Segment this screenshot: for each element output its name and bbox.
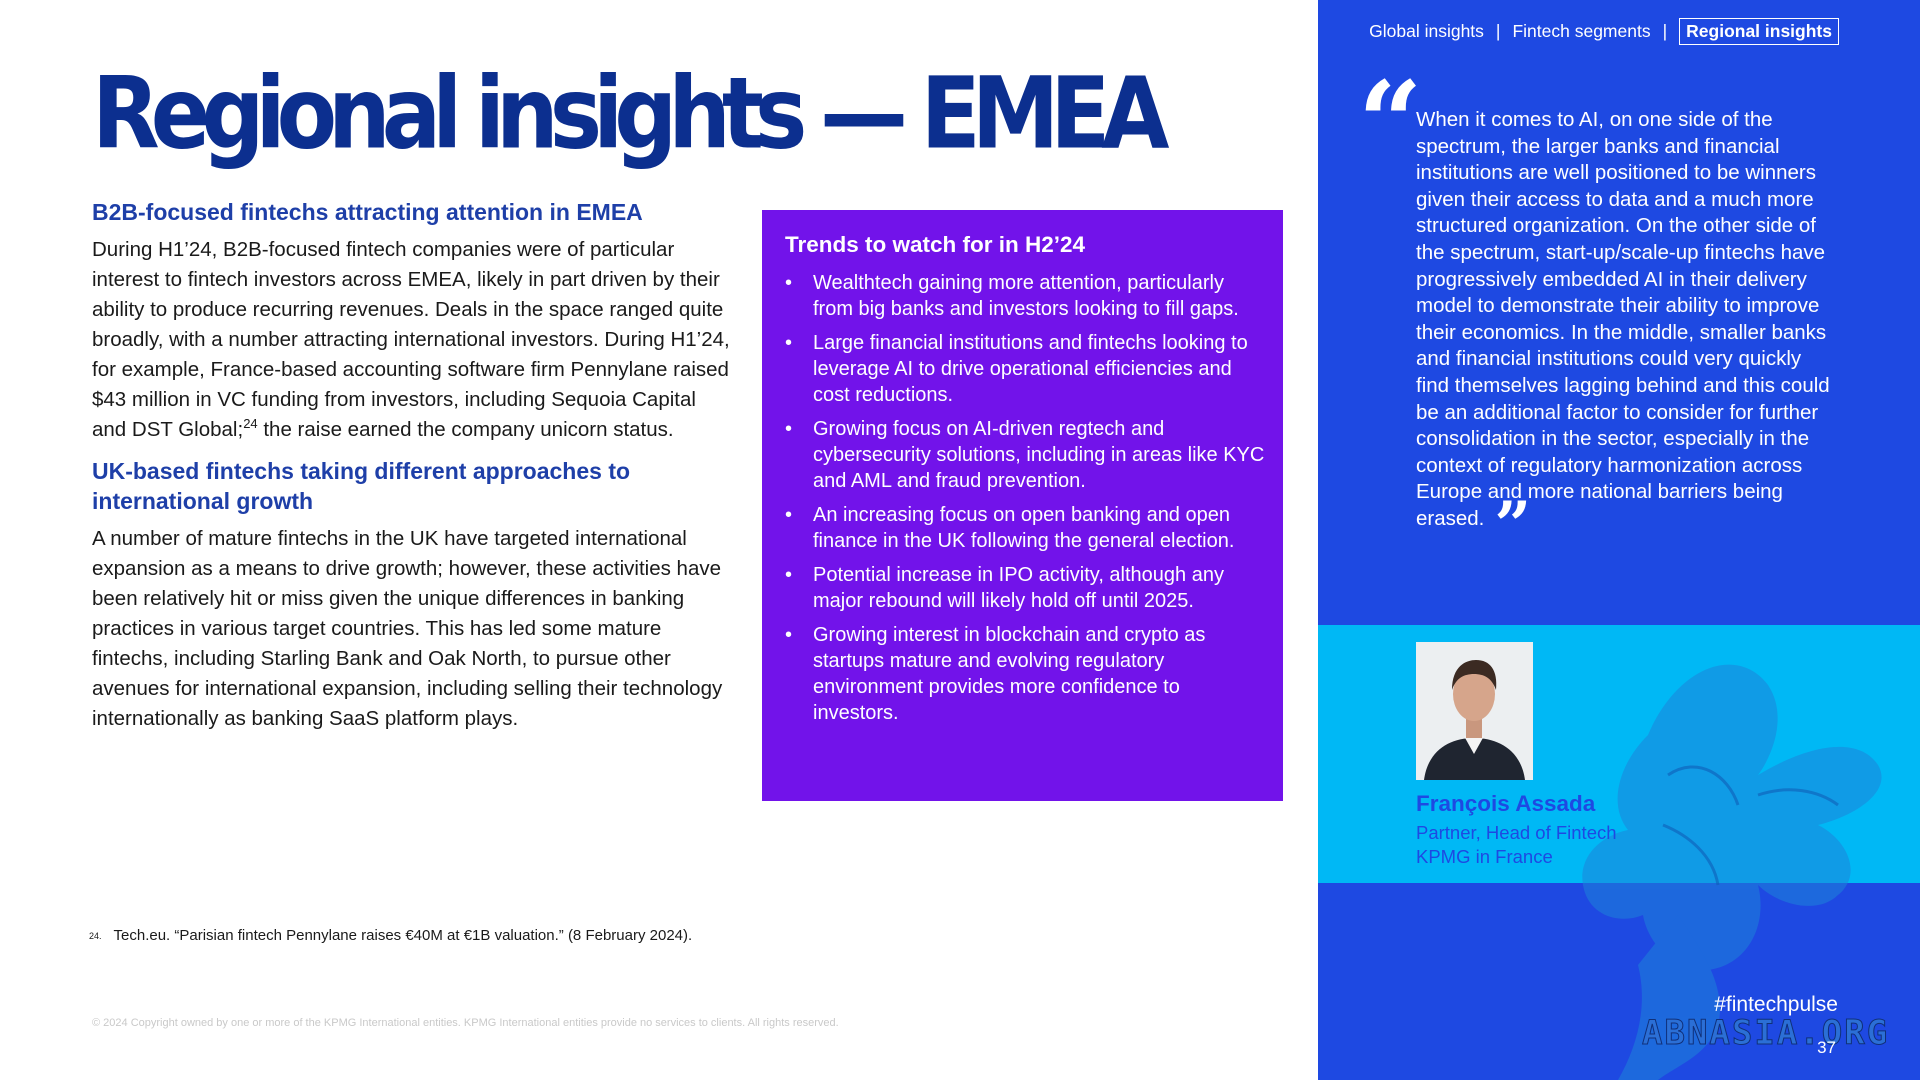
trend-item: Growing focus on AI-driven regtech and c… <box>785 416 1269 494</box>
section-body-b2b-text-end: the raise earned the company unicorn sta… <box>257 418 674 441</box>
section-body-b2b-text: During H1’24, B2B-focused fintech compan… <box>92 238 730 441</box>
watermark-lion-icon <box>1582 664 1882 1080</box>
hashtag: #fintechpulse <box>1714 993 1838 1016</box>
person-name: François Assada <box>1416 791 1596 816</box>
nav-link-regional-insights[interactable]: Regional insights <box>1679 18 1839 45</box>
page-number: 37 <box>1817 1038 1836 1057</box>
person-title: Partner, Head of Fintech <box>1416 822 1617 843</box>
left-column: B2B-focused fintechs attracting attentio… <box>92 197 732 734</box>
section-body-uk: A number of mature fintechs in the UK ha… <box>92 527 723 730</box>
nav-link-fintech-segments[interactable]: Fintech segments <box>1512 21 1651 41</box>
section-body-b2b: During H1’24, B2B-focused fintech compan… <box>92 235 732 445</box>
trend-item: Wealthtech gaining more attention, parti… <box>785 270 1269 322</box>
trend-item: Potential increase in IPO activity, alth… <box>785 562 1269 614</box>
open-quote-icon: “ <box>1358 58 1423 189</box>
section-nav: Global insights | Fintech segments | Reg… <box>1369 18 1839 45</box>
page-title: Regional insights — EMEA <box>92 55 1170 172</box>
person-company: KPMG in France <box>1416 846 1553 867</box>
trend-item: Growing interest in blockchain and crypt… <box>785 622 1269 726</box>
trends-title: Trends to watch for in H2’24 <box>785 232 1086 257</box>
footnote-text: Tech.eu. “Parisian fintech Pennylane rai… <box>113 927 693 944</box>
nav-link-global-insights[interactable]: Global insights <box>1369 21 1484 41</box>
close-quote-icon: ” <box>1494 487 1532 563</box>
trend-item: Large financial institutions and fintech… <box>785 330 1269 408</box>
quote-body: When it comes to AI, on one side of the … <box>1416 108 1830 530</box>
quote-panel: Global insights | Fintech segments | Reg… <box>1318 0 1920 1080</box>
trends-box: Trends to watch for in H2’24 Wealthtech … <box>762 210 1283 801</box>
footnote-reference[interactable]: 24 <box>243 416 258 432</box>
trends-list: Wealthtech gaining more attention, parti… <box>785 270 1269 726</box>
section-heading-uk: UK-based fintechs taking different appro… <box>92 458 631 514</box>
quote-text: When it comes to AI, on one side of the … <box>1416 107 1836 557</box>
footnote-number: 24. <box>89 931 102 941</box>
nav-separator: | <box>1662 21 1668 41</box>
person-silhouette-icon <box>1416 642 1533 780</box>
copyright: © 2024 Copyright owned by one or more of… <box>92 1017 839 1029</box>
person-photo <box>1416 642 1533 780</box>
footnote: 24. Tech.eu. “Parisian fintech Pennylane … <box>89 926 692 946</box>
person-role: Partner, Head of Fintech KPMG in France <box>1416 821 1617 869</box>
trend-item: An increasing focus on open banking and … <box>785 502 1269 554</box>
section-heading-b2b: B2B-focused fintechs attracting attentio… <box>92 199 643 225</box>
profile-band: François Assada Partner, Head of Fintech… <box>1318 625 1920 1080</box>
nav-separator: | <box>1495 21 1501 41</box>
watermark-text: ABNASIA.ORG <box>1641 1013 1890 1054</box>
